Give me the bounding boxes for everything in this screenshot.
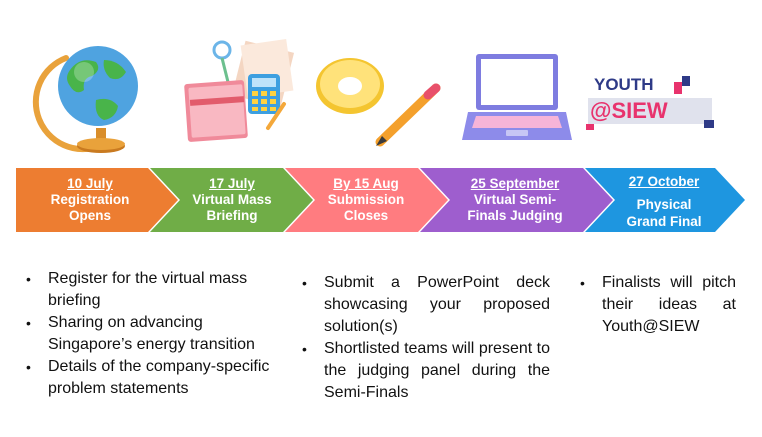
illustrations: [32, 39, 572, 153]
list-item: Shortlisted teams will present to the ju…: [300, 338, 550, 404]
stage-title: Registration Opens: [50, 192, 130, 223]
youth-siew-logo: YOUTH @SIEW: [586, 70, 716, 132]
stage-date: 25 September: [470, 176, 560, 191]
stage-arrow-semifinals: [420, 168, 613, 232]
list-item: Register for the virtual mass briefing: [24, 268, 286, 312]
list-item: Submit a PowerPoint deck showcasing your…: [300, 272, 550, 338]
stage-title: Submission Closes: [327, 192, 405, 223]
stage-arrow-submission: [285, 168, 448, 232]
stage-title: Virtual Semi-Finals Judging: [467, 192, 563, 223]
stage-date: By 15 Aug: [333, 176, 399, 191]
submission-details: Submit a PowerPoint deck showcasing your…: [300, 272, 550, 404]
stage-semifinals: 25 September Virtual Semi-Finals Judging: [450, 176, 580, 224]
list-item: Sharing on advancing Singapore’s energy …: [24, 312, 286, 356]
stage-date: 17 July: [209, 176, 255, 191]
stage-submission: By 15 Aug Submission Closes: [308, 176, 424, 224]
grandfinal-details: Finalists will pitch their ideas at Yout…: [578, 272, 736, 338]
timeline: [16, 168, 745, 232]
stage-title: Physical Grand Final: [626, 197, 702, 229]
logo-line2: @SIEW: [590, 98, 668, 123]
logo-line1: YOUTH: [594, 75, 654, 94]
stationery-icon: [184, 39, 295, 142]
stage-briefing: 17 July Virtual Mass Briefing: [176, 176, 288, 224]
stage-registration: 10 July Registration Opens: [30, 176, 150, 224]
stage-date: 27 October: [628, 174, 700, 189]
stage-arrow-registration: [16, 168, 178, 232]
stage-date: 10 July: [67, 176, 113, 191]
donut-pencil-icon: [316, 58, 441, 147]
stage-arrow-briefing: [150, 168, 313, 232]
laptop-icon: [462, 54, 572, 140]
globe-icon: [32, 46, 138, 153]
registration-details: Register for the virtual mass briefing S…: [24, 268, 286, 400]
list-item: Details of the company-specific problem …: [24, 356, 286, 400]
stage-title: Virtual Mass Briefing: [192, 192, 272, 223]
stage-grandfinal: 27 October Physical Grand Final: [606, 173, 722, 230]
list-item: Finalists will pitch their ideas at Yout…: [578, 272, 736, 338]
stage-arrow-grandfinal: [585, 168, 745, 232]
